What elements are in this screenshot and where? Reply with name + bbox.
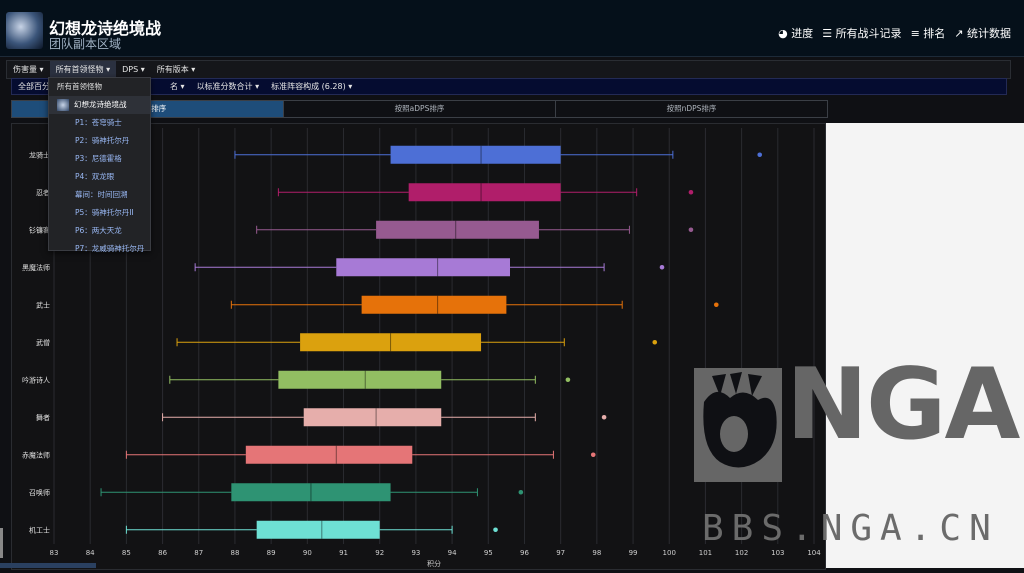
outlier-point: [652, 339, 658, 345]
filter-bar-secondary: 全部百分 名 ▾ 以标准分数合计 ▾ 标准阵容构成 (6.28) ▾: [11, 78, 1007, 95]
x-tick-label: 97: [556, 549, 565, 557]
y-category-label: 钐镰客: [29, 225, 50, 234]
x-tick-label: 100: [663, 549, 676, 557]
x-tick-label: 85: [122, 549, 131, 557]
progress-icon: ◕: [778, 27, 788, 40]
tab-sort-adps[interactable]: 按照aDPS排序: [284, 101, 556, 117]
box-iqr: [336, 258, 510, 277]
dropdown-item[interactable]: P4：双龙眼: [75, 172, 115, 181]
ranking-icon: ≡: [910, 27, 920, 40]
x-tick-label: 95: [484, 549, 493, 557]
dropdown-item[interactable]: P7：龙威骑神托尔丹: [75, 244, 145, 253]
x-tick-label: 102: [735, 549, 748, 557]
outlier-point: [493, 527, 498, 533]
y-category-label: 机工士: [29, 525, 50, 534]
x-tick-label: 87: [194, 549, 203, 557]
x-tick-label: 93: [411, 549, 420, 557]
right-blank-panel: [826, 123, 1024, 568]
box-iqr: [408, 183, 561, 202]
nav-statistics[interactable]: ↗ 统计数据: [954, 27, 1011, 40]
boss-dropdown-menu: 所有首领怪物 幻想龙诗绝境战 P1：苍穹骑士 P2：骑神托尔丹 P3：尼德霍格 …: [48, 77, 151, 253]
nav-rankings[interactable]: ≡ 排名: [910, 27, 946, 40]
box-iqr: [303, 408, 442, 427]
y-category-label: 黑魔法师: [22, 263, 50, 272]
dropdown-item[interactable]: P1：苍穹骑士: [75, 118, 122, 127]
raid-logo: [6, 12, 43, 49]
x-tick-label: 94: [448, 549, 457, 557]
outlier-point: [713, 302, 719, 308]
x-tick-label: 101: [699, 549, 712, 557]
box-iqr: [376, 220, 539, 239]
dropdown-item[interactable]: P5：骑神托尔丹II: [75, 208, 134, 217]
box-iqr: [300, 333, 482, 352]
x-tick-label: 84: [86, 549, 95, 557]
y-category-label: 舞者: [36, 413, 50, 422]
box-iqr: [245, 445, 413, 464]
filter-bar: 伤害量 ▾ 所有首领怪物 ▾ DPS ▾ 所有版本 ▾: [6, 60, 1011, 79]
x-tick-label: 90: [303, 549, 312, 557]
y-category-label: 武僧: [36, 338, 50, 347]
x-tick-label: 89: [267, 549, 276, 557]
app-header: 幻想龙诗绝境战 团队副本区域 ◕ 进度 ☰ 所有战斗记录 ≡ 排名 ↗ 统计数据: [0, 0, 1024, 57]
outlier-point: [659, 264, 665, 270]
box-iqr: [390, 145, 561, 164]
x-tick-label: 99: [629, 549, 638, 557]
metric-filter[interactable]: 伤害量 ▾: [13, 65, 44, 74]
box-iqr: [361, 295, 507, 314]
composition-filter[interactable]: 标准阵容构成 (6.28) ▾: [271, 82, 353, 91]
page-title: 幻想龙诗绝境战: [49, 19, 162, 38]
outlier-point: [518, 489, 524, 495]
dropdown-item[interactable]: P2：骑神托尔丹: [75, 136, 130, 145]
y-category-label: 武士: [36, 300, 50, 309]
box-iqr: [256, 520, 380, 539]
top-nav: ◕ 进度 ☰ 所有战斗记录 ≡ 排名 ↗ 统计数据: [778, 25, 1011, 41]
dropdown-item[interactable]: 幕间：时间回溯: [75, 190, 128, 199]
dropdown-header[interactable]: 所有首领怪物: [57, 82, 102, 91]
nav-all-fights[interactable]: ☰ 所有战斗记录: [822, 27, 902, 40]
outlier-point: [590, 452, 596, 458]
dps-filter[interactable]: DPS ▾: [122, 65, 145, 74]
box-iqr: [278, 370, 442, 389]
x-tick-label: 91: [339, 549, 348, 557]
nav-progress[interactable]: ◕ 进度: [778, 27, 814, 40]
x-tick-label: 104: [807, 549, 821, 557]
dropdown-item[interactable]: P6：两大天龙: [75, 226, 122, 235]
list-icon: ☰: [822, 27, 833, 40]
x-axis-label: 积分: [427, 559, 441, 568]
y-category-label: 召唤师: [29, 488, 50, 497]
outlier-point: [601, 414, 607, 420]
outlier-point: [688, 227, 694, 233]
y-category-label: 龙骑士: [29, 150, 50, 159]
bottom-tab[interactable]: [0, 563, 96, 568]
dropdown-item-selected[interactable]: 幻想龙诗绝境战: [49, 96, 150, 114]
tab-sort-ndps[interactable]: 按照nDPS排序: [666, 104, 717, 113]
score-filter[interactable]: 以标准分数合计 ▾: [196, 82, 260, 91]
x-tick-label: 96: [520, 549, 529, 557]
x-tick-label: 88: [230, 549, 239, 557]
outlier-point: [565, 377, 571, 383]
page-subtitle: 团队副本区域: [49, 37, 122, 51]
y-category-label: 吟游诗人: [22, 375, 50, 384]
left-edge-handle[interactable]: [0, 528, 3, 558]
boss-filter[interactable]: 所有首领怪物 ▾: [49, 61, 117, 78]
percentile-filter[interactable]: 全部百分: [18, 82, 50, 91]
outlier-point: [757, 152, 763, 158]
version-filter[interactable]: 所有版本 ▾: [156, 65, 196, 74]
x-tick-label: 103: [771, 549, 784, 557]
rank-filter[interactable]: 名 ▾: [170, 82, 185, 91]
x-tick-label: 92: [375, 549, 384, 557]
x-tick-label: 86: [158, 549, 167, 557]
y-category-label: 赤魔法师: [22, 450, 50, 459]
y-category-label: 忍者: [36, 189, 50, 197]
dropdown-item[interactable]: P3：尼德霍格: [75, 154, 122, 163]
x-tick-label: 83: [50, 549, 59, 557]
outlier-point: [688, 189, 694, 195]
x-tick-label: 98: [592, 549, 601, 557]
trend-icon: ↗: [954, 27, 964, 40]
box-iqr: [231, 483, 391, 502]
raid-thumb-icon: [57, 99, 69, 111]
